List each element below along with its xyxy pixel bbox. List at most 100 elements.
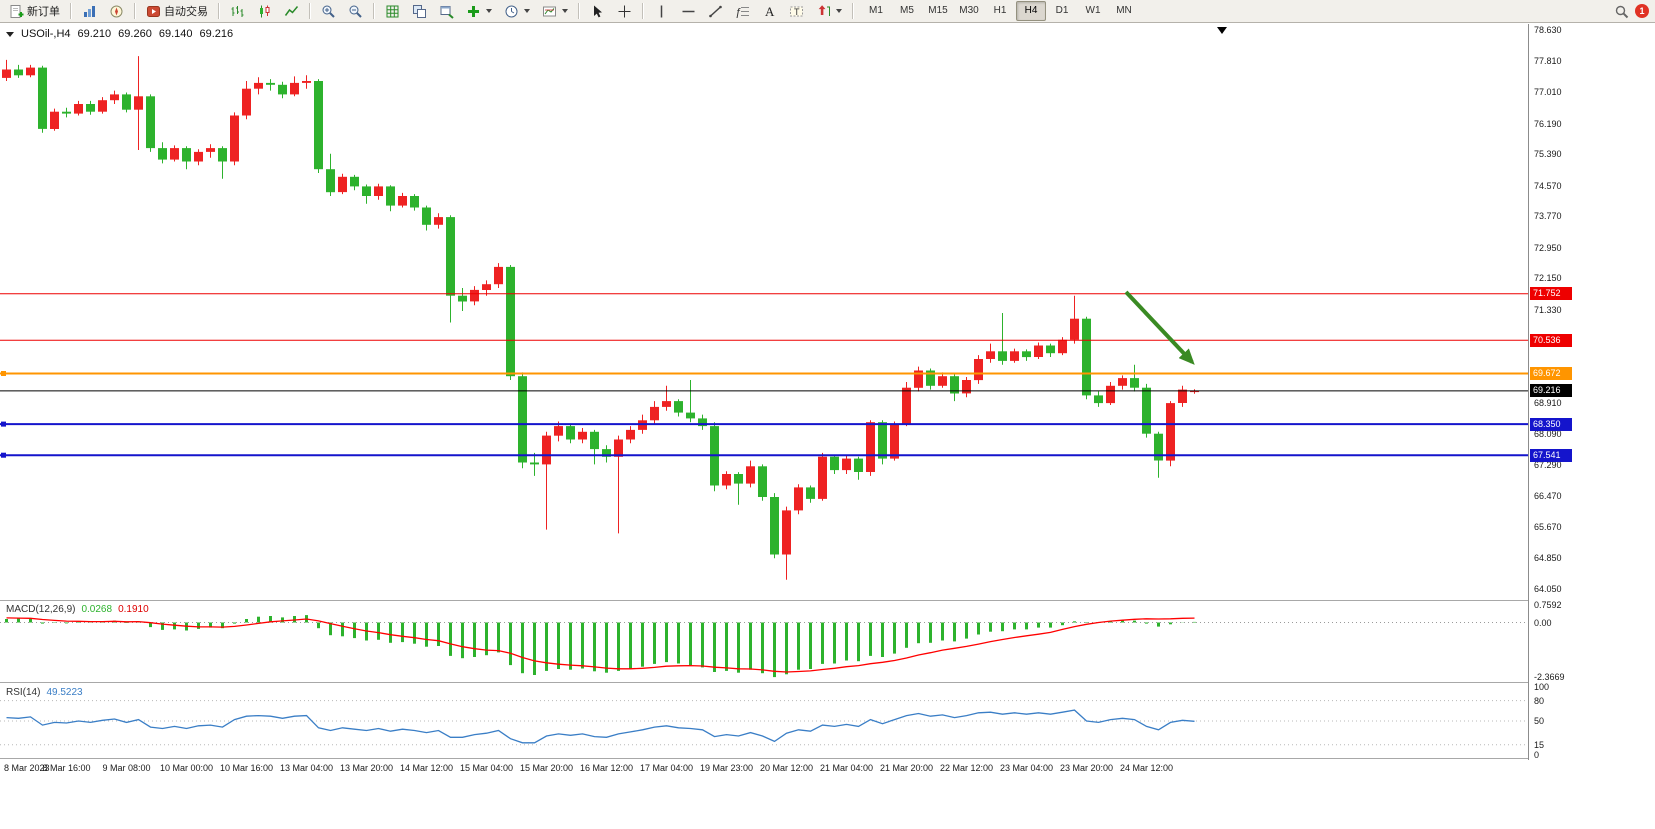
macd-value-main: 0.0268 xyxy=(81,604,113,615)
time-label: 19 Mar 23:00 xyxy=(699,763,754,773)
chevron-down-icon xyxy=(836,9,842,13)
tf-button-h4[interactable]: H4 xyxy=(1016,1,1046,21)
panel-separator[interactable] xyxy=(0,682,1655,683)
tile-windows-button[interactable] xyxy=(407,0,432,22)
grid-icon xyxy=(385,4,400,19)
tf-button-m15[interactable]: M15 xyxy=(928,5,948,16)
axis-tick: 73.770 xyxy=(1534,211,1562,222)
ohlc-high: 69.260 xyxy=(118,28,152,40)
axis-tick: 71.330 xyxy=(1534,304,1562,315)
rsi-name: RSI(14) xyxy=(6,687,41,698)
time-axis[interactable]: 8 Mar 2023 8 Mar 16:00 9 Mar 08:00 10 Mar 0… xyxy=(0,760,1655,776)
macd-value-signal: 0.1910 xyxy=(118,604,149,615)
horizontal-line-button[interactable] xyxy=(676,0,701,22)
candlestick-chart-button[interactable] xyxy=(252,0,277,22)
bar-chart-button[interactable] xyxy=(225,0,250,22)
price-line-label: 67.541 xyxy=(1530,448,1572,462)
chevron-down-icon xyxy=(524,9,530,13)
price-axis[interactable]: 78.630 77.810 77.010 76.190 75.390 74.570 73.7… xyxy=(1529,24,1655,760)
toolbar-separator xyxy=(134,3,136,19)
price-line-label: 71.752 xyxy=(1530,287,1572,301)
axis-tick: 15 xyxy=(1534,739,1545,750)
tf-button-m5[interactable]: M5 xyxy=(900,5,914,16)
time-label: 10 Mar 00:00 xyxy=(159,763,214,773)
templates-button[interactable] xyxy=(537,0,573,22)
axis-tick: 66.470 xyxy=(1534,491,1562,502)
toolbar-separator xyxy=(578,3,580,19)
cascade-windows-button[interactable] xyxy=(434,0,459,22)
tf-button-h1[interactable]: H1 xyxy=(993,5,1007,16)
tf-button-d1[interactable]: D1 xyxy=(1055,5,1069,16)
tf-button-w1[interactable]: W1 xyxy=(1085,5,1101,16)
svg-text:A: A xyxy=(765,4,775,19)
autotrading-icon xyxy=(146,4,161,19)
trendline-button[interactable] xyxy=(703,0,728,22)
line-chart-button[interactable] xyxy=(279,0,304,22)
price-line-label: 68.350 xyxy=(1530,417,1572,431)
rsi-line xyxy=(6,709,1195,744)
ohlc-low: 69.140 xyxy=(158,28,193,40)
annotation-arrow[interactable] xyxy=(1124,290,1195,365)
periods-button[interactable] xyxy=(499,0,535,22)
panel-separator[interactable] xyxy=(0,600,1655,601)
macd-label: MACD(12,26,9) 0.0268 0.1910 xyxy=(6,604,149,615)
axis-tick: 50 xyxy=(1534,716,1545,726)
macd-signal-line xyxy=(6,617,1195,673)
grid-button[interactable] xyxy=(380,0,405,22)
indicators-button[interactable] xyxy=(461,0,497,22)
fibonacci-icon: ƒ xyxy=(735,4,750,19)
time-label: 21 Mar 04:00 xyxy=(819,763,874,773)
navigator-button[interactable] xyxy=(104,0,129,22)
zoom-in-button[interactable] xyxy=(316,0,341,22)
time-label: 13 Mar 20:00 xyxy=(339,763,394,773)
toolbar: 新订单 自动交易 xyxy=(0,0,1655,23)
time-label: 14 Mar 12:00 xyxy=(399,763,454,773)
autotrading-button[interactable]: 自动交易 xyxy=(141,0,213,22)
main-chart[interactable] xyxy=(0,24,1528,600)
axis-tick: 64.850 xyxy=(1534,553,1562,564)
template-icon xyxy=(542,4,557,19)
fibonacci-button[interactable]: ƒ xyxy=(730,0,755,22)
time-label: 10 Mar 16:00 xyxy=(219,763,274,773)
arrows-icon xyxy=(816,4,831,19)
cursor-button[interactable] xyxy=(585,0,610,22)
macd-name: MACD(12,26,9) xyxy=(6,604,76,615)
axis-tick: -2.3669 xyxy=(1534,672,1565,682)
rsi-chart[interactable] xyxy=(0,684,1528,758)
cursor-icon xyxy=(590,4,605,19)
tf-button-m30[interactable]: M30 xyxy=(959,5,979,16)
tf-button-mn[interactable]: MN xyxy=(1116,5,1132,16)
symbol-dropdown-icon[interactable] xyxy=(6,31,14,37)
text-label-button[interactable]: T xyxy=(784,0,809,22)
price-line-label: 69.672 xyxy=(1530,367,1572,380)
new-order-icon xyxy=(9,4,24,19)
time-label: 20 Mar 12:00 xyxy=(759,763,814,773)
line-handle[interactable] xyxy=(1,371,6,376)
toolbar-separator xyxy=(852,3,854,19)
navigator-icon xyxy=(109,4,124,19)
macd-chart[interactable] xyxy=(0,601,1528,681)
new-order-button[interactable]: 新订单 xyxy=(4,0,65,22)
arrows-button[interactable] xyxy=(811,0,847,22)
horizontal-line-icon xyxy=(681,4,696,19)
svg-text:ƒ: ƒ xyxy=(736,6,742,18)
vertical-line-button[interactable] xyxy=(649,0,674,22)
toolbar-separator xyxy=(218,3,220,19)
price-axis-border xyxy=(1528,24,1529,760)
ohlc-open: 69.210 xyxy=(77,28,112,40)
text-button[interactable]: A xyxy=(757,0,782,22)
zoom-out-button[interactable] xyxy=(343,0,368,22)
axis-tick: 78.630 xyxy=(1534,25,1562,35)
search-icon[interactable] xyxy=(1614,4,1629,19)
line-handle[interactable] xyxy=(1,421,6,427)
market-watch-button[interactable] xyxy=(77,0,102,22)
notification-badge[interactable]: 1 xyxy=(1635,4,1649,18)
tf-button-m1[interactable]: M1 xyxy=(869,5,883,16)
line-handle[interactable] xyxy=(1,452,6,458)
shift-marker-icon xyxy=(1217,27,1227,34)
crosshair-button[interactable] xyxy=(612,0,637,22)
toolbar-separator xyxy=(373,3,375,19)
svg-text:T: T xyxy=(794,6,800,16)
macd-histogram xyxy=(5,615,1196,678)
new-order-label: 新订单 xyxy=(27,6,60,18)
